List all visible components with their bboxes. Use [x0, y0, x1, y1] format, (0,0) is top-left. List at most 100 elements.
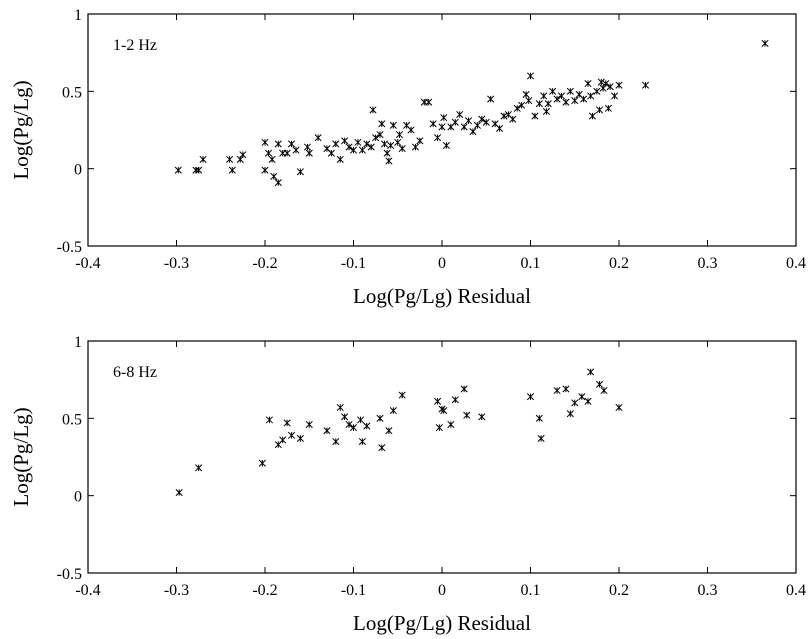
data-point: [518, 101, 526, 109]
data-point: [305, 149, 313, 157]
data-point: [566, 87, 574, 95]
data-point: [279, 436, 287, 444]
x-tick-label: -0.3: [164, 255, 189, 272]
data-point: [358, 146, 366, 154]
data-point: [383, 149, 391, 157]
data-point: [358, 437, 366, 446]
x-tick-label: 0.4: [786, 582, 806, 599]
data-point: [411, 143, 420, 151]
data-point: [447, 420, 455, 429]
data-point: [600, 386, 608, 395]
frequency-band-label: 6-8 Hz: [113, 364, 157, 381]
data-point: [363, 422, 371, 430]
data-point: [296, 168, 304, 176]
data-point: [615, 403, 623, 412]
data-point: [544, 100, 552, 108]
data-point: [526, 393, 535, 401]
x-tick-label: 0.3: [698, 255, 718, 272]
data-point: [174, 166, 182, 174]
data-point: [549, 87, 557, 95]
data-point: [305, 420, 313, 429]
data-point: [611, 92, 619, 100]
x-tick-label: 0.2: [609, 582, 629, 599]
data-point: [537, 434, 545, 442]
x-tick-label: 0.1: [521, 582, 541, 599]
data-point: [349, 146, 358, 154]
data-point: [345, 420, 353, 429]
data-point: [525, 97, 533, 105]
data-point: [265, 416, 273, 424]
data-point: [195, 166, 203, 174]
data-point: [588, 112, 597, 120]
data-point: [522, 90, 530, 98]
data-point: [435, 424, 443, 432]
data-point: [407, 126, 415, 134]
frequency-band-label: 1-2 Hz: [113, 37, 157, 54]
data-point: [571, 97, 579, 105]
x-tick-label: 0.1: [521, 255, 541, 272]
data-point: [387, 141, 395, 150]
data-point: [562, 385, 570, 393]
data-point: [296, 434, 304, 442]
data-point: [566, 410, 574, 418]
data-point: [478, 115, 486, 123]
x-tick-label: 0: [438, 582, 446, 599]
data-point: [425, 98, 433, 106]
data-point: [531, 112, 539, 120]
data-point: [456, 110, 464, 119]
data-point: [478, 413, 486, 421]
data-point: [199, 155, 207, 163]
data-point: [274, 140, 282, 148]
data-point: [542, 107, 550, 115]
y-tick-label: -0.5: [57, 566, 82, 583]
data-point: [398, 391, 406, 399]
data-point: [495, 124, 504, 133]
data-point: [553, 386, 561, 395]
data-point: [587, 92, 595, 100]
x-axis-title: Log(Pg/Lg) Residual: [353, 284, 531, 308]
data-point: [487, 95, 495, 103]
data-point: [593, 87, 601, 95]
data-point: [587, 368, 595, 376]
data-point: [380, 140, 389, 148]
data-point: [584, 397, 592, 405]
data-point: [378, 444, 386, 452]
x-axis-title: Log(Pg/Lg) Residual: [353, 611, 531, 635]
data-point: [332, 437, 340, 446]
data-point: [394, 138, 402, 146]
data-point: [469, 127, 477, 136]
x-tick-label: -0.2: [252, 582, 277, 599]
bottom-scatter-panel: -0.4 -0.3 -0.2 -0.1 0 0.1 0.2 0.3 0.4 -0.5 0 0.5 1 Lo…: [9, 334, 806, 635]
data-point: [239, 151, 247, 159]
data-point: [376, 131, 384, 139]
data-point: [562, 98, 570, 106]
data-point: [367, 143, 375, 151]
data-point: [341, 137, 349, 145]
data-point: [195, 464, 203, 472]
data-point: [526, 72, 535, 80]
y-tick-label: 1: [74, 7, 82, 24]
data-point: [440, 114, 448, 122]
data-point: [440, 407, 448, 415]
data-point: [349, 424, 358, 432]
data-point: [580, 95, 588, 103]
data-point: [442, 141, 450, 150]
data-point: [336, 155, 344, 163]
data-point: [369, 106, 377, 114]
x-tick-label: -0.1: [341, 582, 366, 599]
y-tick-label: 1: [74, 334, 82, 351]
data-point: [535, 100, 543, 108]
data-point: [416, 137, 424, 145]
data-point: [438, 123, 446, 131]
data-point: [261, 166, 269, 174]
data-point: [354, 138, 362, 146]
data-point: [385, 157, 393, 165]
data-point: [175, 489, 183, 497]
data-point: [332, 140, 340, 148]
data-point: [385, 427, 393, 435]
data-point: [451, 396, 459, 404]
data-point: [376, 414, 384, 422]
data-point: [226, 155, 234, 163]
data-point: [270, 172, 278, 180]
data-point: [463, 411, 471, 419]
